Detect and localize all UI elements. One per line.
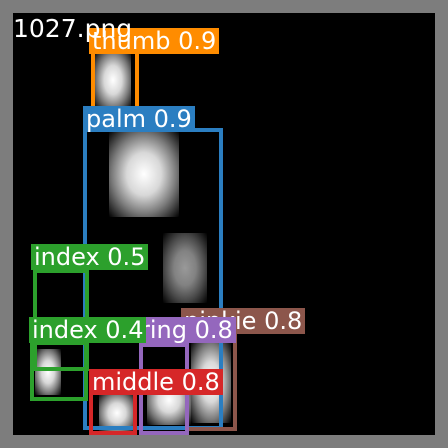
filename-caption: 1027.png [13, 14, 133, 43]
palm-blob-lower [163, 233, 207, 303]
index-low-label: index 0.4 [29, 317, 147, 343]
index-blob [35, 349, 61, 395]
index-low-box [30, 341, 88, 401]
detection-canvas: palm 0.9 index 0.5 pinkie 0.8 ring 0.8 i… [13, 13, 435, 435]
thumb-blob [95, 51, 131, 109]
index-top-label: index 0.5 [31, 244, 149, 270]
palm-label: palm 0.9 [83, 106, 195, 132]
middle-label: middle 0.8 [89, 369, 223, 395]
middle-box [89, 391, 137, 435]
thumb-label: thumb 0.9 [89, 28, 220, 54]
ring-label: ring 0.8 [137, 317, 236, 343]
palm-blob-upper [109, 131, 179, 217]
